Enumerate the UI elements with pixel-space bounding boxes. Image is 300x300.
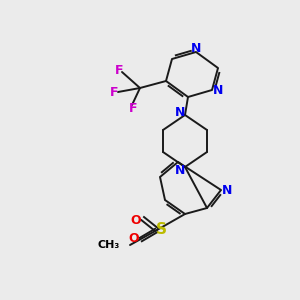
Text: N: N bbox=[213, 83, 223, 97]
Text: N: N bbox=[175, 106, 185, 118]
Text: F: F bbox=[110, 85, 118, 98]
Text: O: O bbox=[131, 214, 141, 226]
Text: N: N bbox=[175, 164, 185, 176]
Text: F: F bbox=[129, 101, 137, 115]
Text: O: O bbox=[129, 232, 139, 244]
Text: N: N bbox=[222, 184, 232, 196]
Text: S: S bbox=[155, 223, 167, 238]
Text: F: F bbox=[115, 64, 123, 76]
Text: CH₃: CH₃ bbox=[98, 240, 120, 250]
Text: N: N bbox=[191, 41, 201, 55]
